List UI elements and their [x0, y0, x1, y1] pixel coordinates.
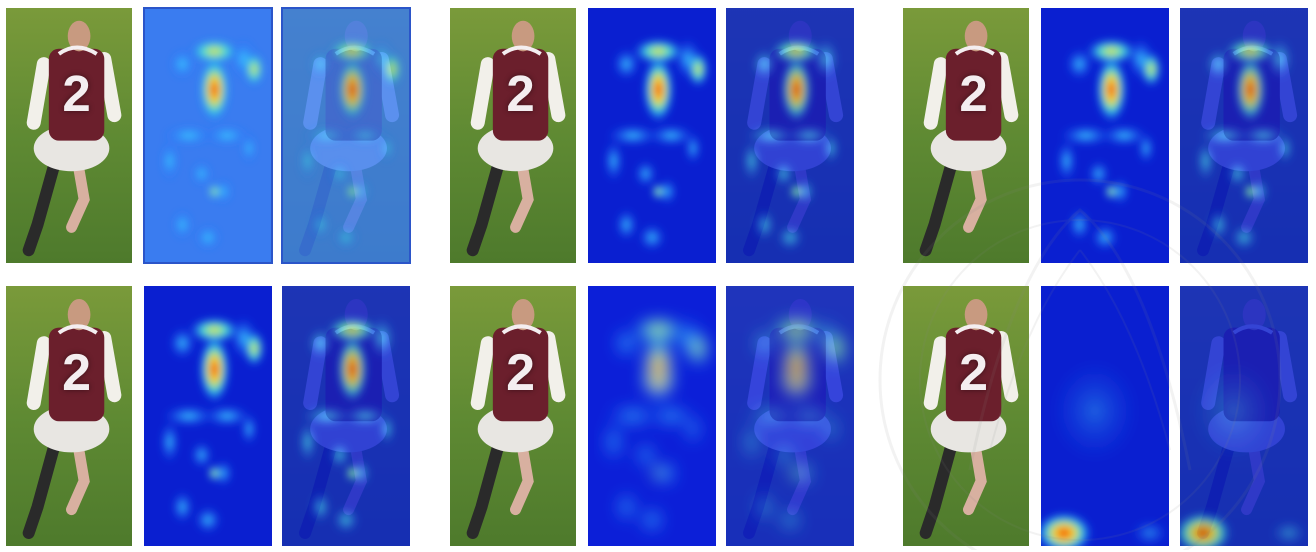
panel-r2-g3-overlay — [1180, 286, 1308, 546]
panel-r2-g3-heatmap — [1041, 286, 1169, 546]
jersey-number: 2 — [506, 344, 535, 403]
overlay-image — [726, 8, 854, 263]
panel-r1-g2-photo: 2 — [450, 8, 576, 263]
jersey-number: 2 — [62, 65, 91, 123]
panel-r2-g1-heatmap — [144, 286, 272, 546]
overlay-image — [282, 286, 410, 546]
photo-image — [6, 8, 132, 263]
jersey-number: 2 — [62, 344, 91, 403]
heatmap-image — [144, 8, 272, 263]
panel-r1-g1-photo: 2 — [6, 8, 132, 263]
photo-image — [450, 8, 576, 263]
panel-r1-g3-heatmap — [1041, 8, 1169, 263]
panel-r2-g1-overlay — [282, 286, 410, 546]
panel-r1-g1-overlay — [281, 7, 411, 264]
jersey-number: 2 — [959, 344, 988, 403]
panel-r2-g2-heatmap — [588, 286, 716, 546]
overlay-image — [1180, 8, 1308, 263]
panel-r2-g2-photo: 2 — [450, 286, 576, 546]
photo-image — [903, 286, 1029, 546]
overlay-image — [1180, 286, 1308, 546]
heatmap-image — [144, 286, 272, 546]
panel-r1-g2-heatmap — [588, 8, 716, 263]
photo-image — [450, 286, 576, 546]
overlay-image — [726, 286, 854, 546]
jersey-number: 2 — [959, 65, 988, 123]
overlay-image — [282, 8, 410, 263]
panel-r1-g1-heatmap — [143, 7, 273, 264]
heatmap-image — [588, 8, 716, 263]
panel-r1-g3-overlay — [1180, 8, 1308, 263]
panel-r1-g2-overlay — [726, 8, 854, 263]
jersey-number: 2 — [506, 65, 535, 123]
photo-image — [6, 286, 132, 546]
heatmap-image — [588, 286, 716, 546]
panel-r2-g3-photo: 2 — [903, 286, 1029, 546]
panel-r1-g3-photo: 2 — [903, 8, 1029, 263]
heatmap-image — [1041, 286, 1169, 546]
heatmap-image — [1041, 8, 1169, 263]
panel-r2-g2-overlay — [726, 286, 854, 546]
photo-image — [903, 8, 1029, 263]
panel-r2-g1-photo: 2 — [6, 286, 132, 546]
